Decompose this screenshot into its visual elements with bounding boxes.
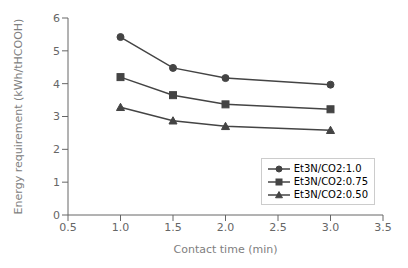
svg-text:3: 3 bbox=[53, 110, 60, 123]
svg-text:0: 0 bbox=[53, 209, 60, 222]
svg-text:2.0: 2.0 bbox=[217, 221, 235, 234]
svg-text:Energy requirement (kWh/tHCOOH: Energy requirement (kWh/tHCOOH) bbox=[12, 19, 25, 215]
svg-text:3.0: 3.0 bbox=[322, 221, 340, 234]
svg-text:6: 6 bbox=[53, 12, 60, 25]
svg-text:3.5: 3.5 bbox=[374, 221, 392, 234]
svg-text:1: 1 bbox=[53, 176, 60, 189]
svg-text:2: 2 bbox=[53, 143, 60, 156]
svg-text:1.5: 1.5 bbox=[164, 221, 182, 234]
svg-text:0.5: 0.5 bbox=[59, 221, 77, 234]
svg-text:1.0: 1.0 bbox=[112, 221, 130, 234]
svg-text:5: 5 bbox=[53, 45, 60, 58]
svg-text:2.5: 2.5 bbox=[269, 221, 287, 234]
html-text:Et3N/CO2:0.50: Et3N/CO2:0.50 bbox=[293, 189, 368, 200]
svg-text:4: 4 bbox=[53, 78, 60, 91]
svg-text:Contact time (min): Contact time (min) bbox=[174, 243, 278, 256]
html-text:Et3N/CO2:1.0: Et3N/CO2:1.0 bbox=[293, 163, 362, 174]
html-text:Et3N/CO2:0.75: Et3N/CO2:0.75 bbox=[293, 176, 368, 187]
